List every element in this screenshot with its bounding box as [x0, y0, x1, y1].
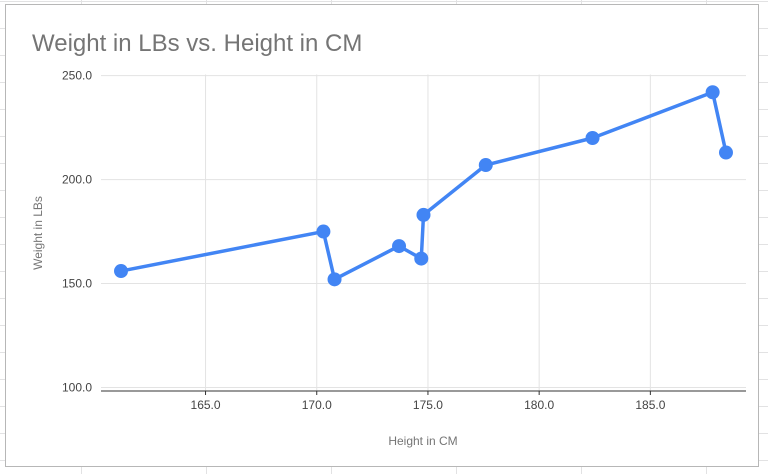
y-tick-label: 150.0: [62, 277, 92, 291]
data-point[interactable]: [414, 251, 429, 266]
x-tick-label: 175.0: [413, 398, 443, 412]
x-tick-label: 180.0: [524, 398, 554, 412]
x-tick-label: 185.0: [635, 398, 665, 412]
chart-title: Weight in LBs vs. Height in CM: [32, 30, 363, 57]
data-point[interactable]: [416, 207, 431, 222]
series-line: [119, 90, 728, 282]
y-tick-label: 100.0: [62, 380, 92, 394]
plot-svg: 165.0 170.0 175.0 180.0 185.0 100.0 150.0 200.0…: [62, 69, 746, 412]
data-point[interactable]: [392, 239, 407, 254]
data-point[interactable]: [316, 224, 331, 239]
data-point[interactable]: [327, 272, 342, 287]
chart-card[interactable]: Weight in LBs vs. Height in CM 165.0 170.…: [5, 4, 759, 467]
data-point[interactable]: [478, 158, 493, 173]
x-tick-label: 165.0: [191, 398, 221, 412]
y-tick-label: 200.0: [62, 173, 92, 187]
x-axis-title: Height in CM: [388, 434, 458, 448]
data-point[interactable]: [718, 145, 733, 160]
y-axis-title: Weight in LBs: [31, 196, 45, 270]
x-tick-label: 170.0: [302, 398, 332, 412]
y-tick-label: 250.0: [62, 69, 92, 83]
data-point[interactable]: [585, 130, 600, 145]
data-point[interactable]: [705, 85, 720, 100]
data-point[interactable]: [114, 264, 129, 279]
